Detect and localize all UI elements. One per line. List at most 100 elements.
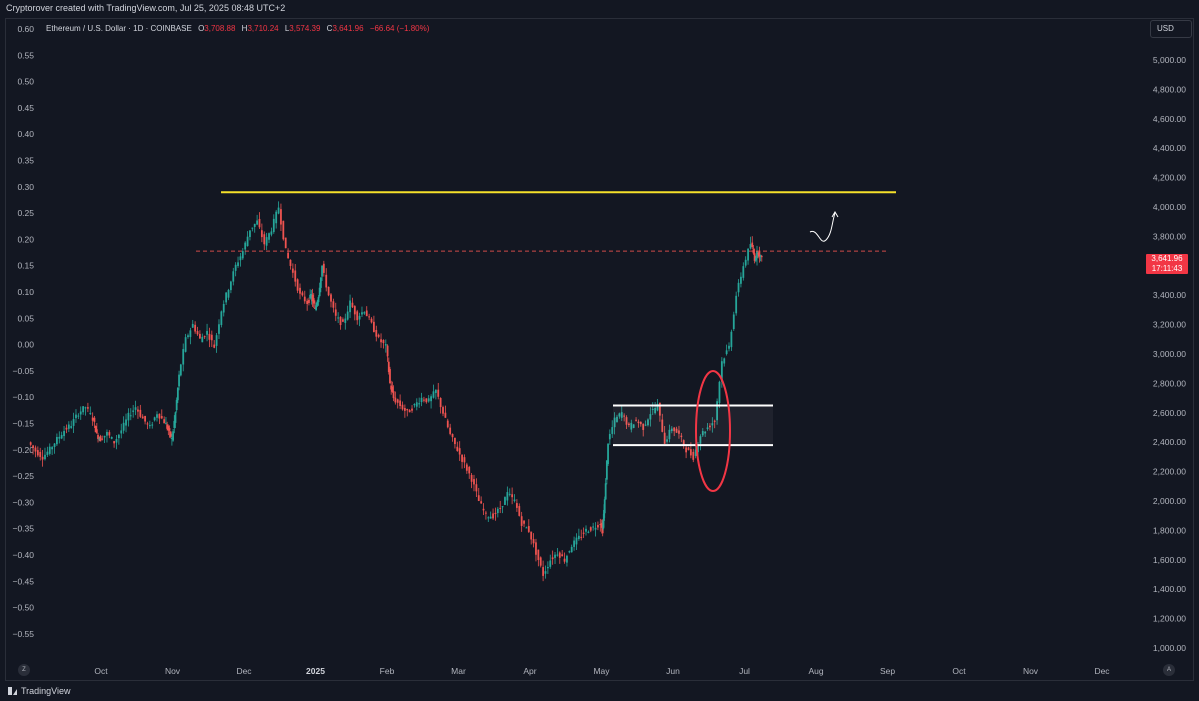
left-axis-tick: 0.05 — [17, 313, 34, 323]
left-axis-tick: −0.35 — [12, 524, 34, 534]
candle-body — [93, 417, 96, 422]
candle-body — [604, 483, 607, 500]
log-scale-button[interactable]: Z — [18, 664, 30, 676]
candle-body — [513, 499, 516, 501]
candle-body — [332, 301, 335, 308]
last-price-value: 3,641.96 — [1151, 254, 1183, 263]
candle-body — [477, 495, 480, 501]
candle-body — [67, 424, 70, 429]
candle-body — [108, 432, 111, 436]
candle-body — [542, 567, 545, 576]
candle-body — [169, 431, 172, 437]
symbol-legend[interactable]: Ethereum / U.S. Dollar · 1D · COINBASE O… — [46, 24, 429, 33]
candle-body — [687, 447, 690, 451]
candle-body — [544, 571, 547, 574]
candle-body — [375, 329, 378, 337]
right-axis: 5,000.00 4,800.00 4,600.00 4,400.00 4,200.00… — [1153, 55, 1186, 653]
candle-body — [163, 419, 166, 424]
candle-body — [418, 403, 421, 405]
chart-frame[interactable] — [5, 18, 1194, 681]
candle-body — [539, 557, 542, 566]
candle-body — [752, 249, 755, 254]
candle-body — [749, 244, 752, 249]
right-axis-tick: 4,000.00 — [1153, 202, 1186, 212]
candle-body — [647, 419, 649, 426]
candle-body — [444, 412, 447, 418]
candle-body — [535, 542, 537, 555]
candle-body — [182, 349, 185, 365]
candle-body — [753, 253, 756, 261]
candle-body — [339, 316, 342, 326]
candle-body — [91, 417, 94, 421]
candle-body — [144, 415, 146, 422]
candle-body — [317, 297, 320, 303]
candle-body — [194, 324, 197, 332]
candle-body — [165, 423, 167, 425]
candle-body — [260, 230, 263, 238]
auto-scale-button[interactable]: A — [1163, 664, 1175, 676]
candle-body — [51, 447, 54, 450]
candle-body — [709, 425, 711, 428]
candle-body — [546, 567, 549, 569]
candle-body — [454, 437, 456, 445]
candle-body — [530, 531, 533, 540]
candle-body — [706, 427, 709, 429]
candle-body — [704, 431, 707, 434]
candle-body — [408, 410, 411, 413]
candle-body — [475, 484, 478, 492]
candle-body — [492, 513, 494, 519]
currency-button[interactable]: USD — [1150, 20, 1192, 38]
candle-body — [599, 524, 602, 526]
candle-body — [351, 302, 354, 308]
candle-body — [442, 407, 444, 414]
left-axis-tick: −0.05 — [12, 366, 34, 376]
candle-body — [232, 271, 235, 282]
right-axis-tick: 2,600.00 — [1153, 408, 1186, 418]
candle-body — [203, 336, 206, 338]
candle-body — [585, 528, 587, 532]
candle-body — [314, 307, 316, 309]
candle-body — [685, 447, 688, 453]
candle-body — [611, 427, 614, 434]
candle-body — [178, 374, 180, 387]
candle-body — [365, 310, 368, 317]
low-value: 3,574.39 — [289, 24, 321, 33]
candle-body — [430, 396, 432, 402]
candle-body — [311, 294, 314, 302]
candle-body — [394, 397, 397, 403]
candle-body — [189, 330, 192, 338]
time-axis-tick: Oct — [94, 666, 108, 676]
candle-body — [461, 454, 463, 462]
candle-body — [301, 292, 304, 296]
candle-body — [208, 333, 211, 340]
candle-body — [420, 397, 423, 403]
candle-body — [134, 407, 137, 410]
candle-body — [713, 420, 716, 422]
candle-body — [701, 431, 704, 436]
candle-body — [458, 448, 461, 455]
candle-body — [608, 433, 611, 440]
candle-body — [625, 417, 628, 425]
candle-body — [392, 391, 395, 399]
candle-body — [84, 407, 87, 409]
candle-body — [132, 410, 135, 412]
candle-body — [253, 223, 256, 227]
candle-body — [387, 361, 390, 373]
brand-label: TradingView — [21, 686, 71, 696]
candle-body — [451, 434, 454, 438]
left-axis-tick: 0.55 — [17, 50, 34, 60]
candle-body — [268, 233, 270, 240]
candle-body — [306, 300, 309, 305]
left-axis-tick: −0.15 — [12, 419, 34, 429]
candle-body — [117, 434, 120, 439]
candle-body — [310, 294, 313, 299]
candle-body — [620, 412, 623, 418]
candle-body — [651, 408, 654, 410]
right-axis-tick: 1,400.00 — [1153, 584, 1186, 594]
candle-body — [44, 454, 46, 460]
drawings — [196, 191, 896, 492]
candle-body — [439, 397, 442, 408]
candle-body — [758, 250, 761, 257]
candle-body — [473, 479, 475, 485]
